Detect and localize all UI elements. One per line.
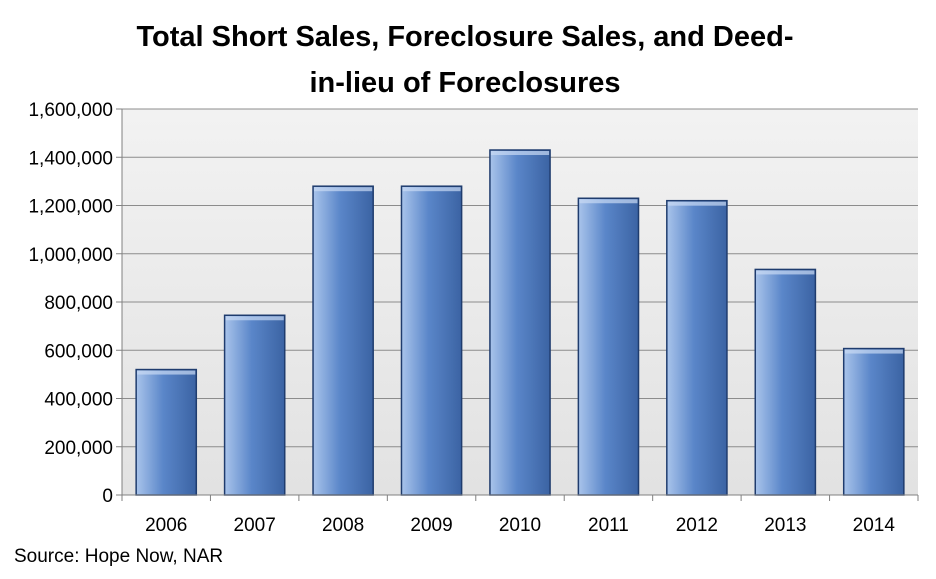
- bar: [400, 185, 463, 496]
- y-tick-label: 200,000: [44, 438, 113, 459]
- bar: [312, 185, 374, 496]
- bar: [489, 149, 551, 496]
- x-tick-label: 2007: [234, 515, 276, 536]
- y-tick-label: 0: [102, 486, 113, 507]
- y-tick-label: 1,600,000: [28, 100, 113, 121]
- bar-highlight: [844, 349, 903, 354]
- y-tick-label: 1,200,000: [28, 197, 113, 218]
- y-tick-label: 400,000: [44, 390, 113, 411]
- bar: [754, 268, 817, 496]
- bar-rect: [842, 347, 905, 496]
- x-tick-label: 2014: [853, 515, 896, 536]
- bar-highlight: [225, 316, 284, 321]
- source-note: Source: Hope Now, NAR: [14, 546, 224, 567]
- bar-rect: [135, 368, 198, 496]
- bar-highlight: [137, 370, 196, 375]
- x-tick-label: 2009: [410, 515, 452, 536]
- bar-rect: [666, 199, 728, 496]
- bar-rect: [223, 314, 286, 496]
- bar: [842, 347, 905, 496]
- x-axis-tick-labels: 2006 2007 2008 2009 2010 2011 2012 2013 2014: [121, 495, 919, 536]
- y-tick-label: 1,400,000: [28, 148, 113, 169]
- y-tick-label: 800,000: [44, 293, 113, 314]
- x-tick-label: 2012: [676, 515, 718, 536]
- x-tick-label: 2011: [588, 515, 629, 536]
- bar-highlight: [402, 187, 461, 192]
- x-tick-label: 2006: [145, 515, 187, 536]
- x-tick-label: 2013: [764, 515, 806, 536]
- bar-rect: [400, 185, 463, 496]
- bar: [223, 314, 286, 496]
- bar-highlight: [490, 151, 550, 156]
- bar-highlight: [579, 199, 638, 204]
- bar-highlight: [756, 270, 815, 275]
- bar-rect: [489, 149, 551, 496]
- bar: [666, 199, 728, 496]
- bar: [135, 368, 198, 496]
- chart-title: Total Short Sales, Foreclosure Sales, an…: [136, 21, 794, 99]
- bars: [135, 149, 905, 496]
- bar-highlight: [314, 187, 373, 192]
- y-tick-label: 1,000,000: [28, 245, 113, 266]
- bar-rect: [577, 197, 640, 496]
- x-tick-label: 2008: [322, 515, 364, 536]
- bar: [577, 197, 640, 496]
- y-tick-label: 600,000: [44, 341, 113, 362]
- y-axis-tick-labels: 0 200,000 400,000 600,000 800,000 1,000,000 1,…: [28, 100, 122, 507]
- bar-rect: [754, 268, 817, 496]
- bar-rect: [312, 185, 374, 496]
- x-tick-label: 2010: [499, 515, 541, 536]
- bar-highlight: [667, 201, 726, 206]
